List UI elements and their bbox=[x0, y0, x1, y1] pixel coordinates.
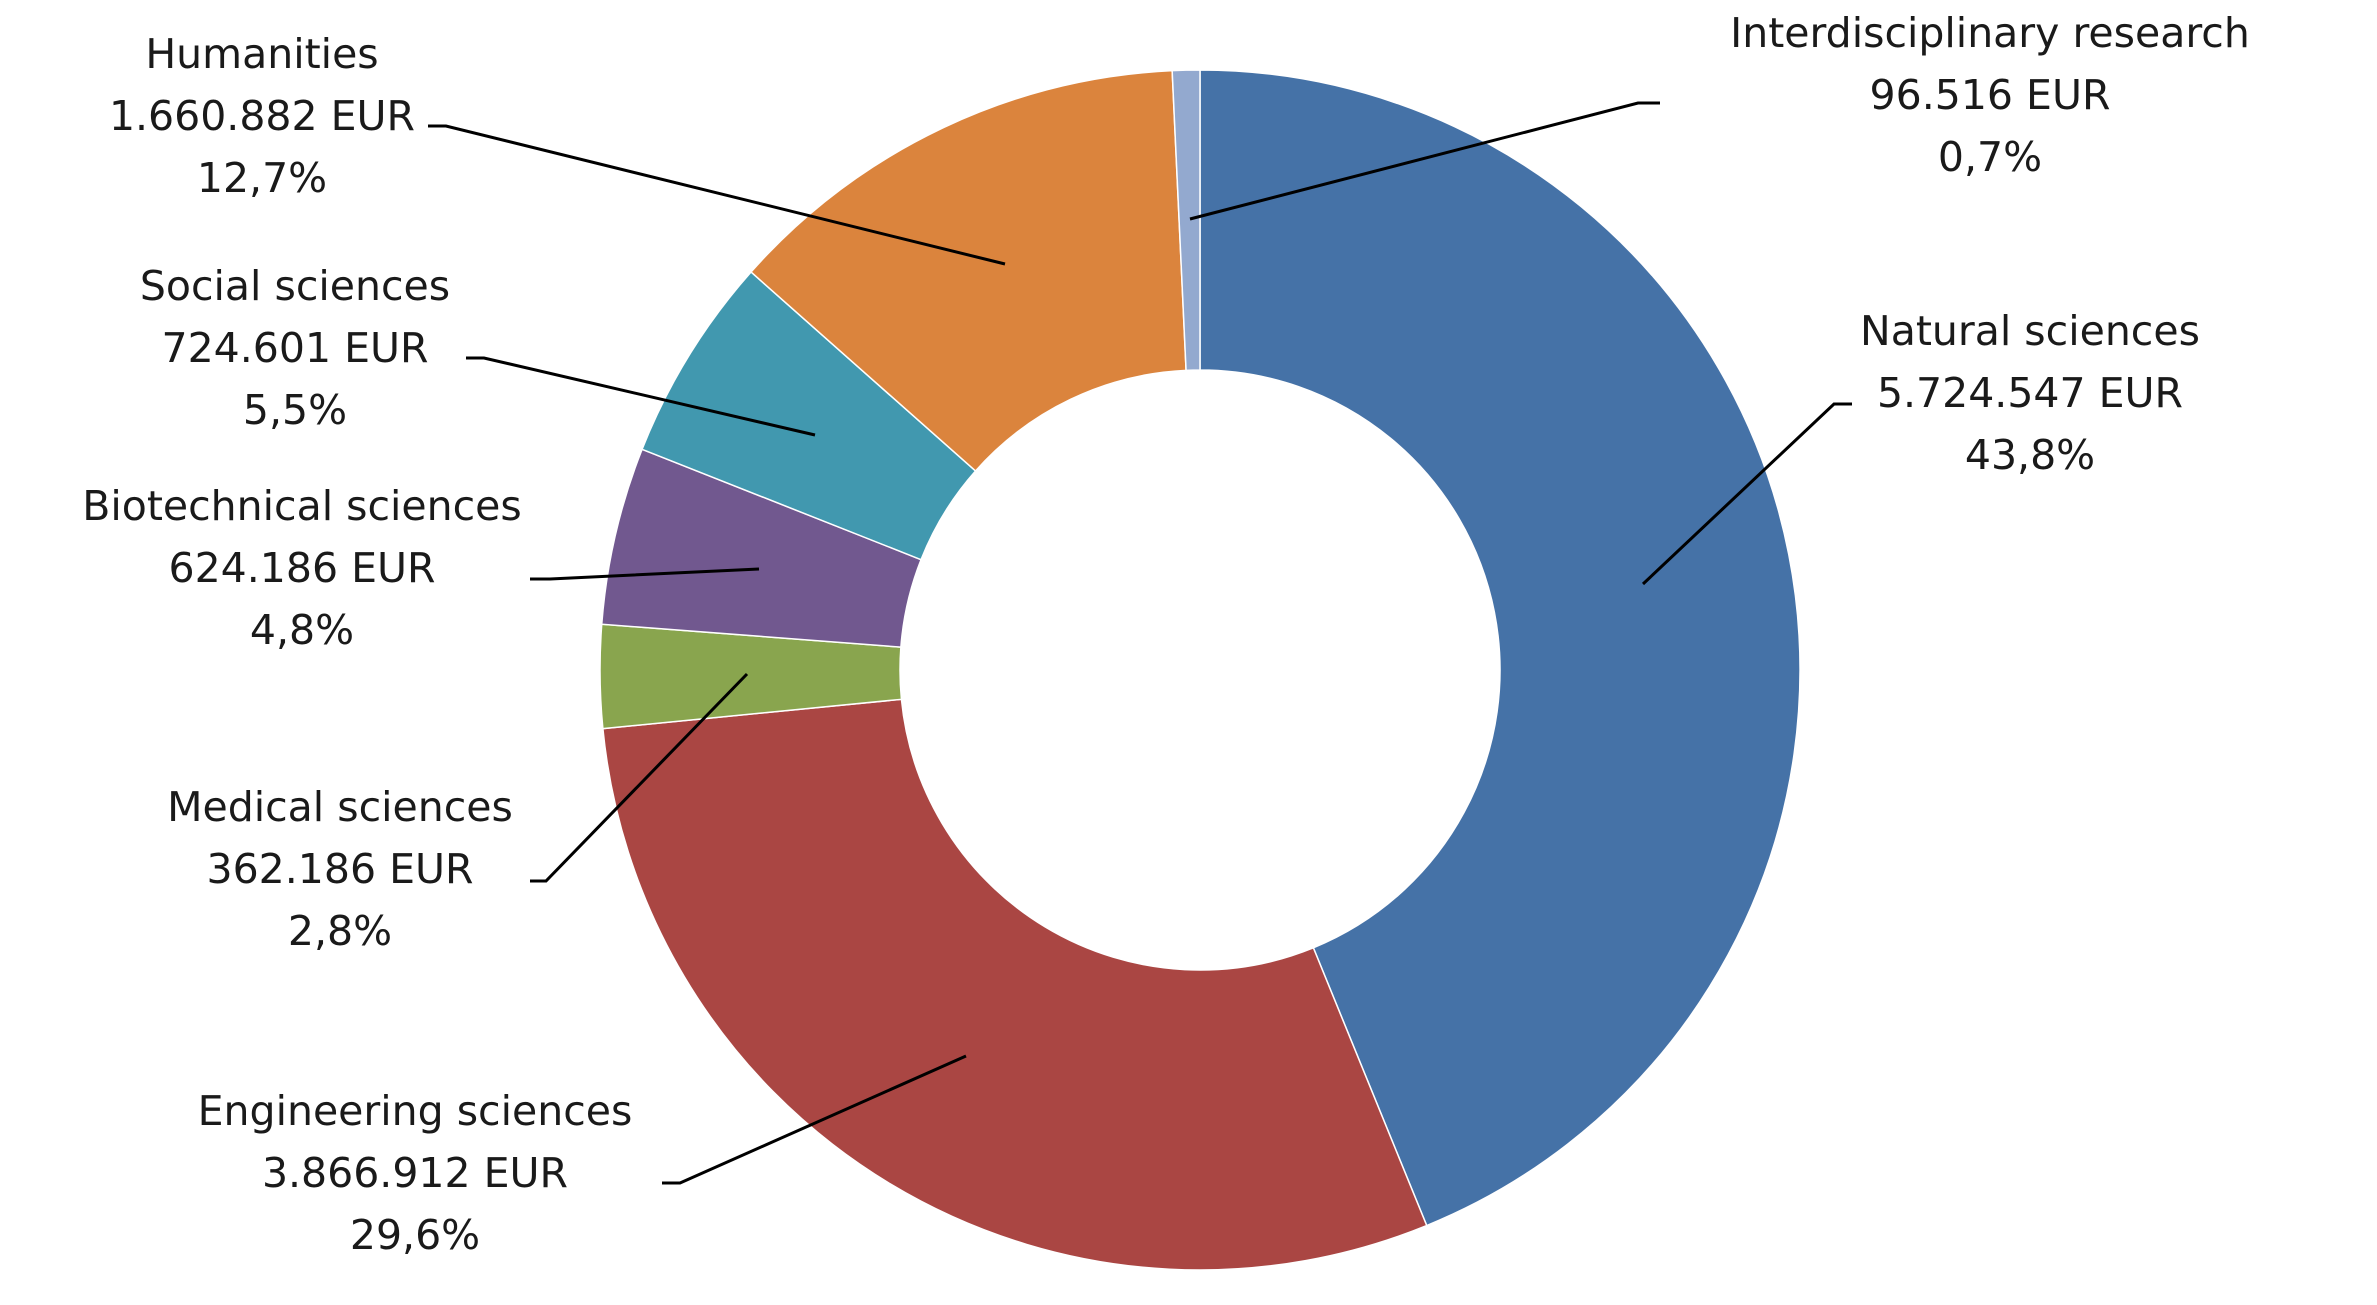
label-amount-medical-sciences: 362.186 EUR bbox=[207, 845, 474, 893]
label-percent-medical-sciences: 2,8% bbox=[288, 907, 392, 955]
data-labels: Natural sciences 5.724.547 EUR 43,8% Engine… bbox=[82, 9, 2250, 1259]
label-name-humanities: Humanities bbox=[145, 30, 378, 78]
label-name-engineering-sciences: Engineering sciences bbox=[198, 1087, 633, 1135]
label-amount-natural-sciences: 5.724.547 EUR bbox=[1877, 369, 2183, 417]
label-percent-interdisciplinary-research: 0,7% bbox=[1938, 133, 2042, 181]
slice-natural-sciences bbox=[1199, 69, 1801, 1227]
label-amount-humanities: 1.660.882 EUR bbox=[109, 92, 415, 140]
label-name-medical-sciences: Medical sciences bbox=[167, 783, 513, 831]
leader-line-engineering-sciences bbox=[662, 1054, 967, 1185]
slice-humanities bbox=[749, 69, 1187, 473]
label-amount-biotechnical-sciences: 624.186 EUR bbox=[169, 544, 436, 592]
donut-slices bbox=[599, 69, 1801, 1271]
leader-line-interdisciplinary-research bbox=[1189, 101, 1660, 221]
label-percent-engineering-sciences: 29,6% bbox=[350, 1211, 480, 1259]
label-amount-social-sciences: 724.601 EUR bbox=[162, 324, 429, 372]
leader-line-social-sciences bbox=[466, 356, 816, 437]
label-name-interdisciplinary-research: Interdisciplinary research bbox=[1730, 9, 2250, 57]
label-percent-natural-sciences: 43,8% bbox=[1965, 431, 2095, 479]
label-name-social-sciences: Social sciences bbox=[140, 262, 450, 310]
leader-lines bbox=[428, 101, 1852, 1185]
slice-interdisciplinary-research bbox=[1171, 69, 1201, 372]
label-amount-interdisciplinary-research: 96.516 EUR bbox=[1870, 71, 2111, 119]
leader-line-biotechnical-sciences bbox=[530, 567, 760, 581]
label-percent-social-sciences: 5,5% bbox=[243, 386, 347, 434]
leader-line-medical-sciences bbox=[530, 672, 749, 883]
label-percent-humanities: 12,7% bbox=[197, 154, 327, 202]
label-name-biotechnical-sciences: Biotechnical sciences bbox=[82, 482, 522, 530]
leader-line-humanities bbox=[428, 124, 1006, 266]
label-name-natural-sciences: Natural sciences bbox=[1860, 307, 2200, 355]
label-percent-biotechnical-sciences: 4,8% bbox=[250, 606, 354, 654]
slice-engineering-sciences bbox=[602, 698, 1428, 1271]
label-amount-engineering-sciences: 3.866.912 EUR bbox=[262, 1149, 568, 1197]
leader-line-natural-sciences bbox=[1641, 402, 1852, 586]
